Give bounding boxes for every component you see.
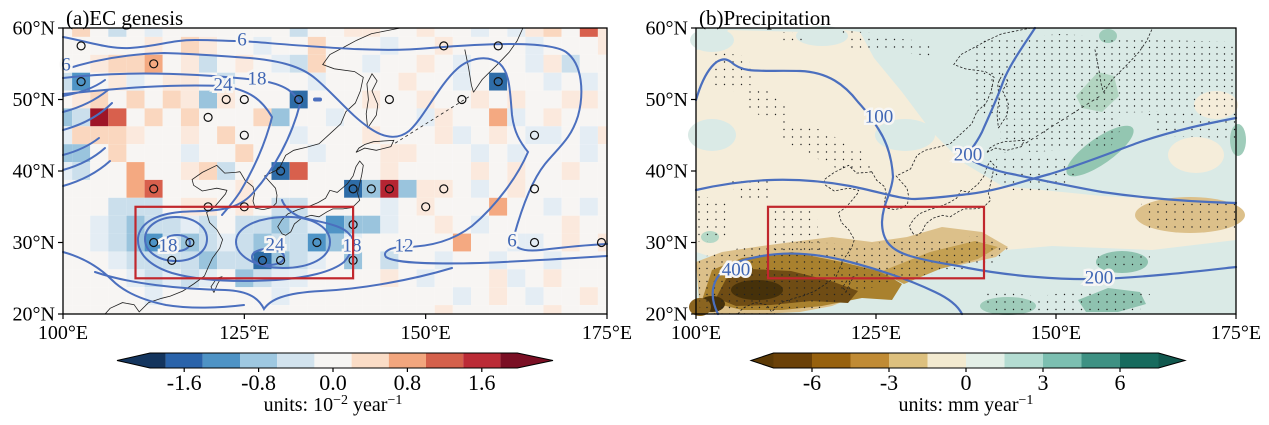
svg-text:-0.8: -0.8 — [241, 370, 276, 395]
svg-text:20°N: 20°N — [646, 304, 688, 326]
svg-text:12: 12 — [395, 235, 414, 256]
svg-text:100°E: 100°E — [38, 322, 88, 344]
svg-text:-6: -6 — [803, 370, 821, 395]
svg-text:-3: -3 — [880, 370, 898, 395]
svg-text:24: 24 — [214, 74, 234, 95]
svg-text:6: 6 — [507, 230, 517, 251]
svg-text:50°N: 50°N — [646, 89, 688, 111]
svg-text:175°E: 175°E — [1211, 322, 1261, 344]
svg-text:40°N: 40°N — [646, 161, 688, 183]
svg-text:0.8: 0.8 — [394, 370, 422, 395]
svg-text:40°N: 40°N — [13, 161, 55, 183]
svg-text:150°E: 150°E — [1031, 322, 1081, 344]
svg-text:24: 24 — [266, 234, 286, 255]
svg-text:0.0: 0.0 — [319, 370, 347, 395]
svg-text:1.6: 1.6 — [468, 370, 496, 395]
svg-text:200: 200 — [1085, 267, 1114, 288]
svg-text:6: 6 — [237, 29, 247, 50]
svg-text:(b)Precipitation: (b)Precipitation — [699, 6, 831, 30]
svg-text:(a)EC genesis: (a)EC genesis — [66, 6, 183, 30]
svg-text:60°N: 60°N — [646, 18, 688, 40]
svg-text:20°N: 20°N — [13, 304, 55, 326]
svg-text:units: 10−2 year−1: units: 10−2 year−1 — [264, 393, 403, 417]
svg-text:units: mm year−1: units: mm year−1 — [899, 393, 1034, 417]
svg-text:60°N: 60°N — [13, 18, 55, 40]
svg-text:6: 6 — [1115, 370, 1126, 395]
svg-text:-1.6: -1.6 — [167, 370, 202, 395]
svg-text:150°E: 150°E — [401, 322, 451, 344]
svg-text:400: 400 — [722, 259, 751, 280]
svg-text:30°N: 30°N — [646, 232, 688, 254]
svg-text:125°E: 125°E — [219, 322, 269, 344]
svg-text:125°E: 125°E — [851, 322, 901, 344]
svg-text:0: 0 — [961, 370, 972, 395]
svg-text:3: 3 — [1038, 370, 1049, 395]
svg-text:30°N: 30°N — [13, 232, 55, 254]
svg-text:18: 18 — [248, 68, 267, 89]
svg-text:18: 18 — [343, 235, 362, 256]
svg-text:18: 18 — [159, 235, 178, 256]
svg-text:175°E: 175°E — [582, 322, 632, 344]
svg-text:200: 200 — [954, 144, 983, 165]
svg-text:50°N: 50°N — [13, 89, 55, 111]
svg-text:100°E: 100°E — [671, 322, 721, 344]
svg-text:100: 100 — [865, 106, 894, 127]
